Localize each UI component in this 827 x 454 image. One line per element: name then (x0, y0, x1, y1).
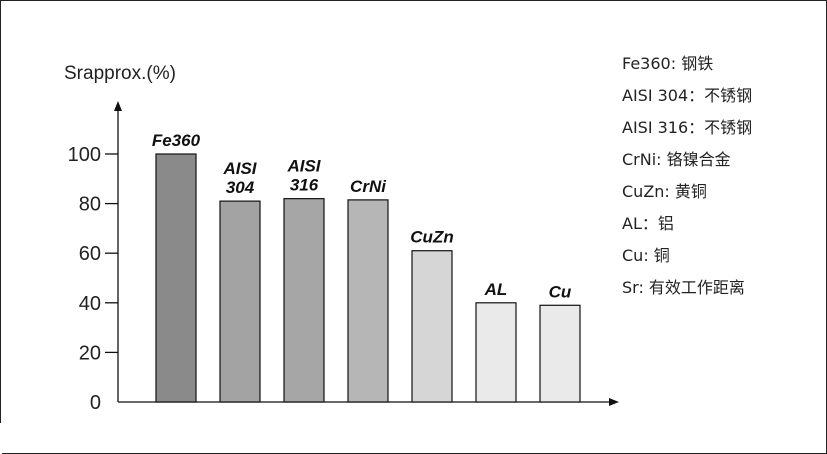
bar-label-5: AL (484, 280, 508, 299)
bar-label-1: AISI 304 (222, 159, 257, 197)
y-axis-label: Srapprox.(%) (64, 63, 176, 84)
y-tick-label-40: 40 (79, 293, 101, 315)
legend-item-cuzn: CuZn: 黄铜 (622, 182, 707, 201)
y-tick-label-0: 0 (90, 392, 101, 414)
legend-item-crni: CrNi: 铬镍合金 (622, 150, 731, 169)
bar-1 (219, 200, 261, 403)
y-tick-label-100: 100 (68, 144, 101, 166)
legend-item-al: AL：铝 (622, 214, 674, 233)
bar-0 (155, 153, 197, 403)
legend-item-aisi316: AISI 316：不锈钢 (622, 118, 753, 137)
bar-label-2: AISI 316 (286, 157, 321, 195)
y-tick-label-80: 80 (79, 194, 101, 216)
bar-2 (283, 198, 325, 403)
legend: Fe360: 钢铁 AISI 304：不锈钢 AISI 316：不锈钢 CrNi… (622, 52, 752, 308)
legend-item-aisi304: AISI 304：不锈钢 (622, 86, 753, 105)
bar-label-3: CrNi (350, 177, 387, 196)
y-tick-label-60: 60 (79, 243, 101, 265)
bar-5 (475, 302, 517, 403)
bar-4 (411, 250, 453, 403)
bar-6 (539, 304, 581, 403)
bar-label-0: Fe360 (152, 131, 201, 150)
bar-label-6: Cu (549, 282, 572, 301)
frame-gap (0, 423, 2, 454)
legend-item-fe360: Fe360: 钢铁 (622, 54, 714, 73)
legend-item-sr: Sr: 有效工作距离 (622, 278, 745, 297)
y-tick-label-20: 20 (79, 342, 101, 364)
legend-item-cu: Cu: 铜 (622, 246, 670, 265)
bar-3 (347, 199, 389, 403)
bar-label-4: CuZn (410, 228, 453, 247)
